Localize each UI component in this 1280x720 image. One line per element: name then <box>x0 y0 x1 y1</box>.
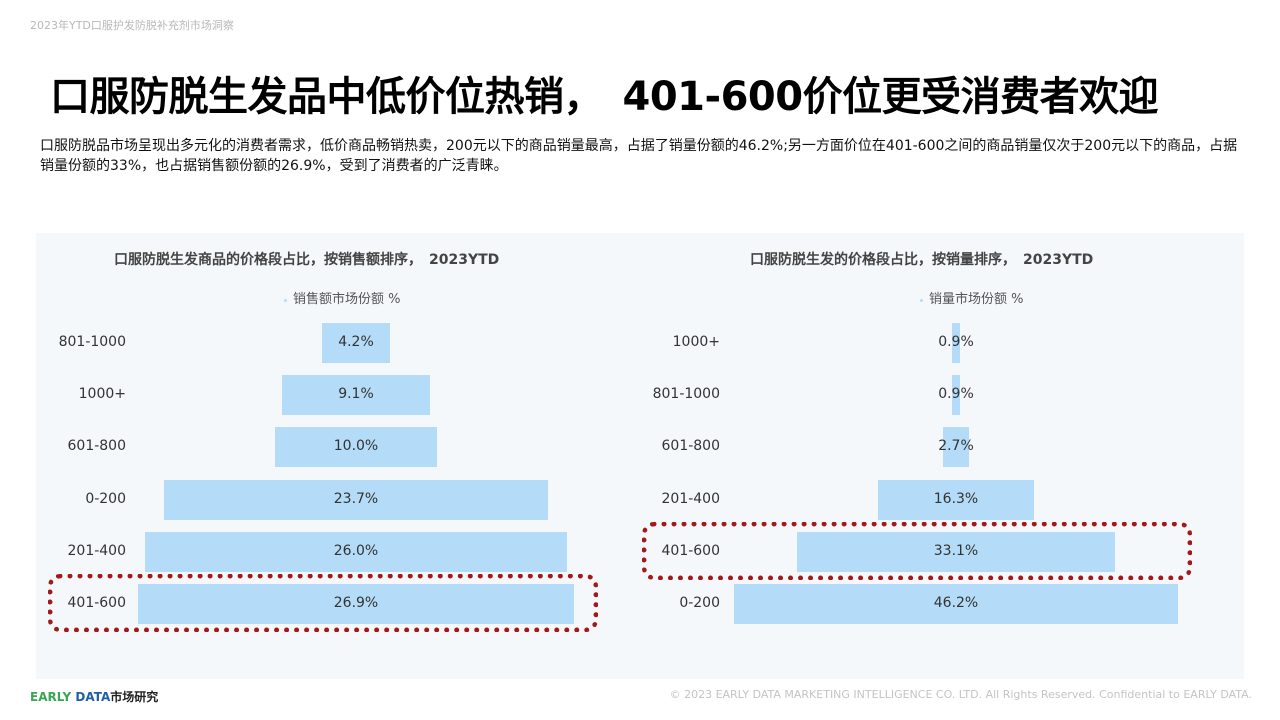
category-label: 1000+ <box>78 386 126 403</box>
bar-value-label: 0.9% <box>938 334 974 350</box>
bar <box>164 479 548 520</box>
bar <box>951 375 961 416</box>
bar-value-label: 9.1% <box>338 386 374 403</box>
page-title: 口服防脱生发品中低价位热销， 401-600价位更受消费者欢迎 <box>50 74 1159 120</box>
copyright: © 2023 EARLY DATA MARKETING INTELLIGENCE… <box>669 688 1252 701</box>
category-label: 601-800 <box>67 438 127 455</box>
category-label: 401-600 <box>67 595 127 611</box>
bar-value-label: 0.9% <box>938 386 974 403</box>
brand-cn: 市场研究 <box>110 690 159 704</box>
bar <box>877 479 1035 520</box>
bar <box>734 584 1178 624</box>
legend-marker <box>920 298 923 302</box>
summary-text: 口服防脱品市场呈现出多元化的消费者需求，低价商品畅销热卖，200元以下的商品销量… <box>40 138 1238 174</box>
bar-value-label: 46.2% <box>933 595 979 611</box>
category-label: 801-1000 <box>58 334 126 350</box>
bar-value-label: 23.7% <box>333 490 379 507</box>
category-label: 1000+ <box>672 334 720 350</box>
chart-panel: 口服防脱生发商品的价格段占比，按销售额排序， 2023YTD 销售额市场份额 % 8… <box>36 233 1244 679</box>
bar-value-label: 4.2% <box>338 334 374 350</box>
bar-value-label: 16.3% <box>933 490 979 507</box>
bar <box>321 323 390 363</box>
bar <box>951 323 961 363</box>
category-label: 801-1000 <box>652 386 720 403</box>
category-label: 0-200 <box>679 595 720 611</box>
bar <box>275 427 437 468</box>
bar <box>282 375 430 416</box>
brand-logo: EARLY DATA市场研究 <box>30 688 158 705</box>
legend-marker <box>284 298 287 302</box>
bar-value-label: 10.0% <box>333 438 379 455</box>
chart-legend: 销售额市场份额 % <box>284 288 401 307</box>
bar <box>145 531 567 572</box>
highlight-box <box>48 574 598 632</box>
top-note: 2023年YTD口服护发防脱补充剂市场洞察 <box>30 19 234 32</box>
category-label: 601-800 <box>661 438 721 455</box>
legend-label: 销售额市场份额 % <box>293 292 401 307</box>
chart-legend: 销量市场份额 % <box>920 288 1024 307</box>
bar-value-label: 2.7% <box>938 438 974 455</box>
category-label: 0-200 <box>85 490 126 507</box>
chart-title: 口服防脱生发商品的价格段占比，按销售额排序， 2023YTD <box>114 252 500 268</box>
legend-label: 销量市场份额 % <box>929 292 1024 307</box>
brand-data: DATA <box>75 690 111 704</box>
chart-title: 口服防脱生发的价格段占比，按销量排序， 2023YTD <box>750 252 1094 268</box>
bar <box>138 584 574 624</box>
brand-early: EARLY <box>30 690 72 704</box>
category-label: 201-400 <box>67 542 127 559</box>
category-label: 401-600 <box>661 542 721 559</box>
highlight-box <box>642 521 1192 580</box>
bar-value-label: 33.1% <box>933 542 979 559</box>
bar <box>943 427 969 468</box>
bar-value-label: 26.0% <box>333 542 379 559</box>
bar <box>797 531 1115 572</box>
category-label: 201-400 <box>661 490 721 507</box>
bar-value-label: 26.9% <box>333 595 379 611</box>
